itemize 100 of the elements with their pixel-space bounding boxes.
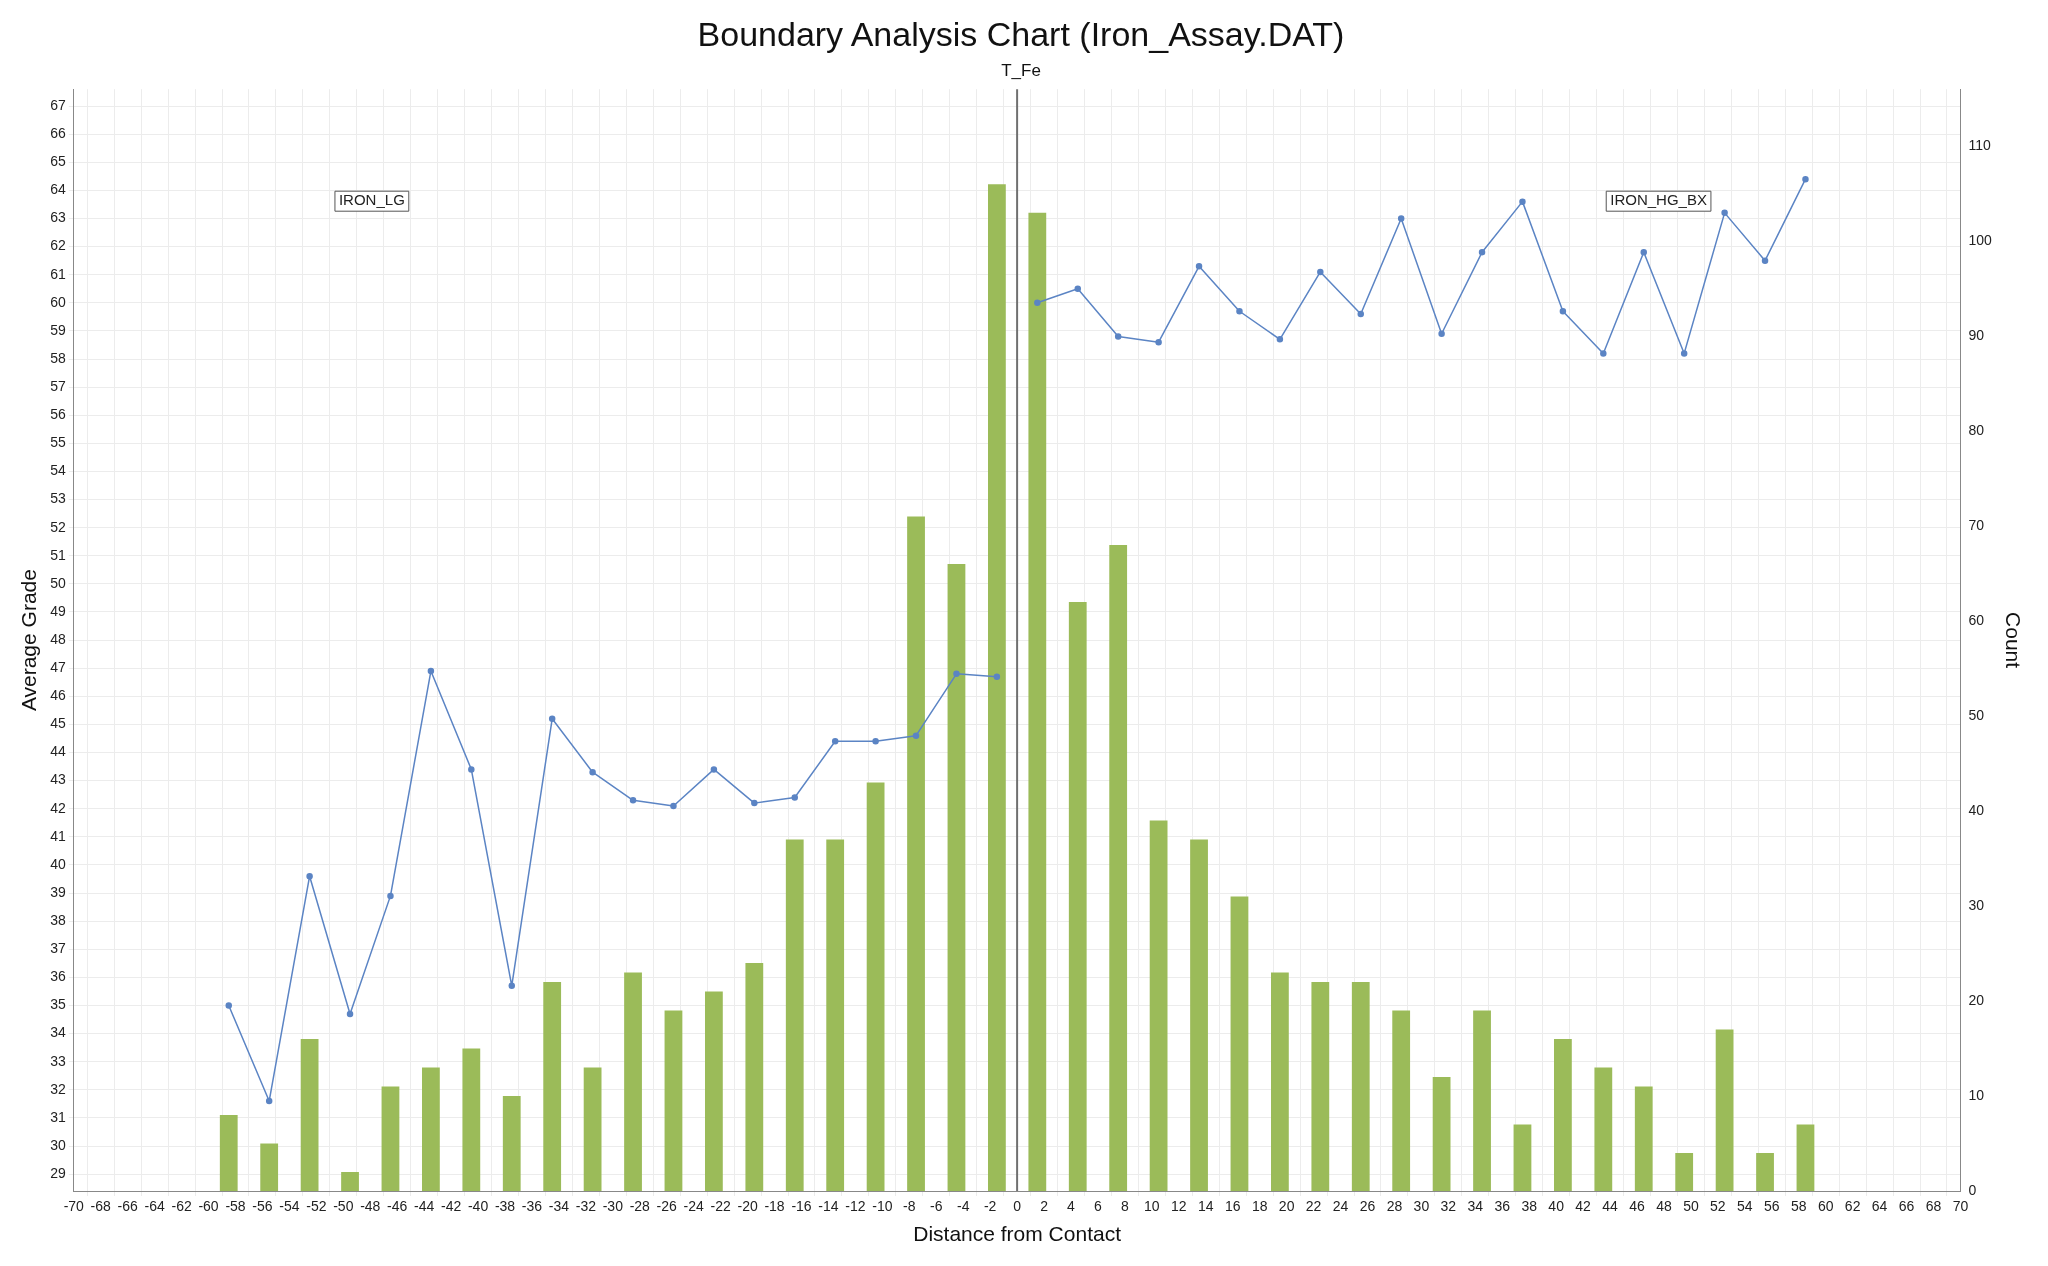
x-tick-label: -24 bbox=[683, 1198, 705, 1215]
y2-tick-label: 10 bbox=[1968, 1086, 1985, 1103]
y-tick-label: 36 bbox=[50, 968, 66, 985]
y-tick-label: 37 bbox=[50, 940, 66, 957]
x-tick-label: -22 bbox=[710, 1198, 731, 1215]
x-tick-label: -14 bbox=[818, 1198, 839, 1215]
x-tick-label: -2 bbox=[983, 1198, 997, 1215]
y-tick-label: 39 bbox=[50, 883, 66, 900]
y-tick-label: 52 bbox=[50, 518, 66, 535]
x-tick-label: 62 bbox=[1844, 1198, 1861, 1215]
y2-tick-label: 60 bbox=[1968, 611, 1985, 628]
y2-tick-label: 80 bbox=[1968, 422, 1985, 438]
x-tick-label: -36 bbox=[521, 1198, 543, 1215]
y-tick-label: 29 bbox=[50, 1165, 66, 1181]
y-tick-label: 44 bbox=[50, 743, 66, 760]
x-tick-label: 68 bbox=[1925, 1198, 1942, 1215]
x-tick-label: -64 bbox=[144, 1198, 165, 1215]
x-tick-label: -30 bbox=[602, 1198, 624, 1215]
x-tick-label: -66 bbox=[117, 1198, 139, 1215]
y2-tick-label: 20 bbox=[1968, 991, 1985, 1008]
x-tick-label: -62 bbox=[171, 1198, 192, 1215]
x-tick-label: 42 bbox=[1575, 1198, 1592, 1215]
x-tick-label: -54 bbox=[279, 1198, 300, 1215]
y2-tick-label: 90 bbox=[1968, 327, 1985, 344]
x-tick-label: -58 bbox=[225, 1198, 246, 1215]
x-tick-label: -38 bbox=[494, 1198, 516, 1215]
x-tick-label: -16 bbox=[791, 1198, 812, 1215]
x-tick-label: -34 bbox=[548, 1198, 570, 1215]
y-tick-label: 64 bbox=[50, 181, 66, 198]
chart-subtitle: T_Fe bbox=[1001, 60, 1041, 80]
x-tick-label: 4 bbox=[1067, 1198, 1076, 1215]
x-tick-label: 12 bbox=[1171, 1198, 1187, 1215]
x-tick-label: -50 bbox=[333, 1198, 354, 1215]
y-tick-label: 47 bbox=[50, 659, 66, 676]
x-tick-label: 66 bbox=[1898, 1198, 1915, 1215]
y-tick-label: 38 bbox=[50, 912, 66, 929]
x-tick-label: 6 bbox=[1094, 1198, 1103, 1215]
y-tick-label: 53 bbox=[50, 490, 66, 507]
y-tick-label: 32 bbox=[50, 1080, 66, 1097]
y2-tick-label: 100 bbox=[1968, 232, 1993, 249]
y2-tick-label: 40 bbox=[1968, 801, 1985, 818]
x-tick-label: -12 bbox=[845, 1198, 866, 1215]
y-tick-label: 59 bbox=[50, 321, 66, 338]
x-tick-label: -18 bbox=[764, 1198, 785, 1215]
x-tick-label: 28 bbox=[1386, 1198, 1403, 1215]
y-tick-label: 51 bbox=[50, 546, 66, 563]
x-tick-label: 34 bbox=[1467, 1198, 1484, 1215]
x-tick-label: -52 bbox=[306, 1198, 327, 1215]
y-tick-label: 66 bbox=[50, 125, 66, 142]
x-tick-label: -46 bbox=[387, 1198, 408, 1215]
x-tick-label: -4 bbox=[956, 1198, 970, 1215]
y-tick-label: 67 bbox=[50, 96, 66, 113]
x-tick-label: 8 bbox=[1121, 1198, 1130, 1215]
y-axis-title: Average Grade bbox=[17, 569, 41, 712]
x-tick-label: -8 bbox=[903, 1198, 916, 1215]
y-tick-label: 45 bbox=[50, 715, 66, 732]
x-tick-label: 60 bbox=[1817, 1198, 1834, 1215]
y2-tick-label: 110 bbox=[1968, 137, 1991, 154]
y-tick-label: 31 bbox=[50, 1108, 66, 1125]
y2-tick-label: 0 bbox=[1968, 1181, 1977, 1198]
y-tick-label: 41 bbox=[50, 827, 66, 844]
x-tick-label: 10 bbox=[1144, 1198, 1160, 1215]
x-tick-label: 38 bbox=[1521, 1198, 1538, 1215]
x-tick-label: -20 bbox=[737, 1198, 758, 1215]
x-tick-label: 20 bbox=[1278, 1198, 1295, 1215]
x-tick-label: -60 bbox=[198, 1198, 219, 1215]
x-tick-label: 58 bbox=[1790, 1198, 1807, 1215]
y-tick-label: 43 bbox=[50, 771, 66, 788]
y-tick-label: 56 bbox=[50, 406, 66, 423]
x-tick-label: -44 bbox=[414, 1198, 435, 1215]
x-tick-label: 30 bbox=[1413, 1198, 1430, 1215]
x-tick-label: 70 bbox=[1952, 1198, 1969, 1215]
y-tick-label: 34 bbox=[50, 1024, 66, 1041]
x-tick-label: 52 bbox=[1710, 1198, 1726, 1215]
x-tick-label: -32 bbox=[575, 1198, 597, 1215]
x-axis-title: Distance from Contact bbox=[913, 1222, 1122, 1246]
y2-tick-label: 50 bbox=[1968, 706, 1985, 723]
x-tick-label: -68 bbox=[90, 1198, 112, 1215]
y-tick-label: 65 bbox=[50, 153, 66, 170]
x-tick-label: 54 bbox=[1737, 1198, 1753, 1215]
y-tick-label: 48 bbox=[50, 630, 66, 647]
x-tick-label: 32 bbox=[1440, 1198, 1457, 1215]
chart-title: Boundary Analysis Chart (Iron_Assay.DAT) bbox=[697, 14, 1345, 53]
x-tick-label: 64 bbox=[1871, 1198, 1888, 1215]
y-tick-label: 55 bbox=[50, 434, 66, 451]
y-tick-label: 42 bbox=[50, 799, 66, 816]
x-tick-label: 14 bbox=[1197, 1198, 1214, 1215]
x-tick-label: -28 bbox=[629, 1198, 651, 1215]
x-tick-label: -10 bbox=[872, 1198, 893, 1215]
x-tick-label: 0 bbox=[1013, 1198, 1022, 1215]
y-tick-label: 33 bbox=[50, 1052, 66, 1069]
x-tick-label: -70 bbox=[63, 1198, 85, 1215]
x-tick-label: 46 bbox=[1629, 1198, 1646, 1215]
y-tick-label: 58 bbox=[50, 349, 66, 366]
y-tick-label: 63 bbox=[50, 209, 66, 226]
x-tick-label: 48 bbox=[1656, 1198, 1672, 1215]
x-tick-label: -26 bbox=[656, 1198, 678, 1215]
x-tick-label: -56 bbox=[252, 1198, 273, 1215]
y-tick-label: 35 bbox=[50, 996, 66, 1013]
x-tick-label: 16 bbox=[1224, 1198, 1241, 1215]
